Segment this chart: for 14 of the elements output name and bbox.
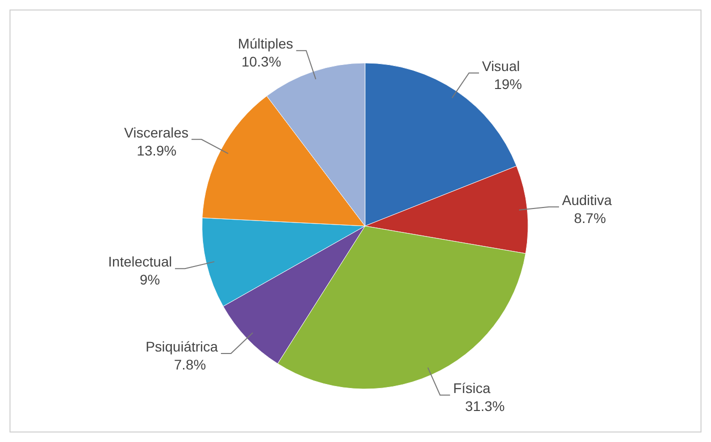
- data-label: 8.7%: [574, 210, 606, 226]
- data-label: 31.3%: [465, 398, 505, 414]
- slice-label: Múltiples: [238, 36, 294, 52]
- slice-label: Física: [453, 380, 491, 396]
- data-label: 19%: [494, 76, 522, 92]
- data-label: 13.9%: [136, 142, 177, 158]
- data-label: 9%: [140, 272, 160, 288]
- slice-label: Intelectual: [108, 254, 172, 270]
- slice-label: Visual: [482, 58, 520, 74]
- slice-label: Psiquiátrica: [146, 338, 218, 354]
- data-label: 10.3%: [241, 54, 282, 70]
- data-label: 7.8%: [174, 356, 206, 372]
- slice-label: Viscerales: [124, 124, 189, 140]
- slice-label: Auditiva: [562, 192, 612, 208]
